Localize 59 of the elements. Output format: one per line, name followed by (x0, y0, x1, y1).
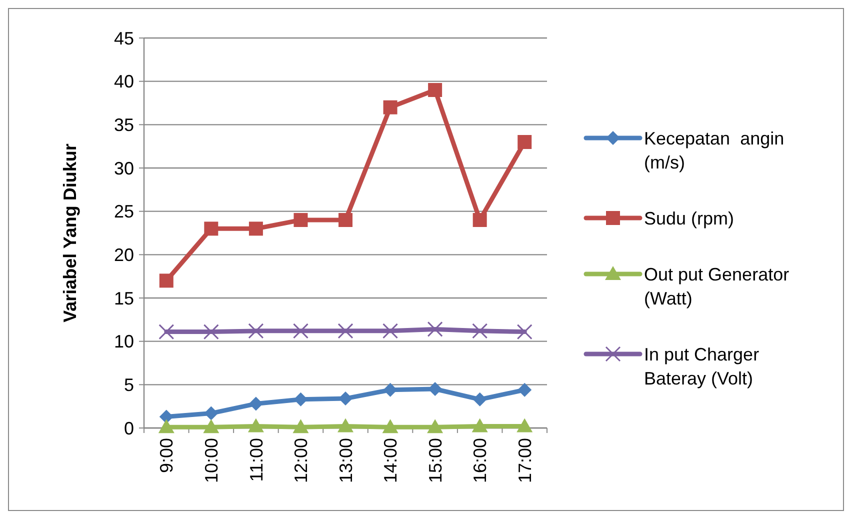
x-tick-label: 14:00 (380, 438, 401, 484)
x-tick-label: 12:00 (291, 438, 312, 484)
point (518, 135, 532, 149)
legend-label: Kecepatan angin (m/s) (644, 128, 784, 172)
x-tick-label: 16:00 (470, 438, 490, 484)
point (383, 100, 398, 114)
point (204, 222, 218, 236)
point (472, 213, 487, 227)
x-tick-label: 15:00 (425, 438, 446, 484)
legend-label: In put Charger Bateray (Volt) (644, 344, 760, 388)
y-tick-label: 45 (114, 28, 134, 48)
point (338, 392, 352, 406)
point (248, 222, 263, 236)
x-tick-label: 17:00 (514, 438, 535, 484)
point (159, 410, 174, 424)
point (248, 418, 264, 432)
x-tick-label: 9:00 (156, 438, 177, 474)
y-tick-label: 0 (124, 418, 134, 438)
point (428, 382, 442, 396)
point (428, 83, 442, 97)
x-tick-label: 13:00 (336, 438, 356, 484)
point (338, 323, 354, 339)
point (518, 382, 532, 397)
y-tick-label: 40 (114, 72, 134, 92)
point (338, 418, 354, 432)
x-tick-label: 10:00 (201, 438, 222, 484)
y-tick-label: 5 (124, 374, 134, 395)
point (158, 324, 174, 340)
point (203, 419, 220, 434)
point (248, 323, 264, 339)
y-tick-label: 15 (114, 288, 134, 308)
point (472, 392, 487, 406)
y-tick-label: 35 (114, 114, 134, 135)
point (292, 323, 308, 339)
point (248, 396, 263, 411)
point (204, 406, 218, 420)
legend-label: Out put Generator (Watt) (644, 264, 790, 308)
point (203, 324, 219, 340)
point (382, 323, 398, 339)
y-axis-title: Variabel Yang Diukur (60, 144, 80, 322)
point (338, 213, 352, 227)
point (159, 274, 174, 288)
point (158, 419, 174, 434)
point (292, 419, 309, 434)
point (516, 324, 532, 340)
point (383, 382, 398, 397)
y-tick-label: 10 (114, 332, 134, 352)
point (382, 419, 398, 434)
point (516, 418, 533, 432)
y-tick-label: 30 (114, 158, 134, 178)
y-tick-label: 25 (114, 202, 134, 222)
point (294, 213, 308, 227)
x-tick-label: 11:00 (246, 438, 266, 482)
point (427, 419, 444, 434)
point (472, 418, 488, 432)
point (427, 321, 443, 337)
y-tick-label: 20 (114, 244, 134, 265)
point (472, 323, 488, 339)
legend-label: Sudu (rpm) (644, 208, 734, 228)
